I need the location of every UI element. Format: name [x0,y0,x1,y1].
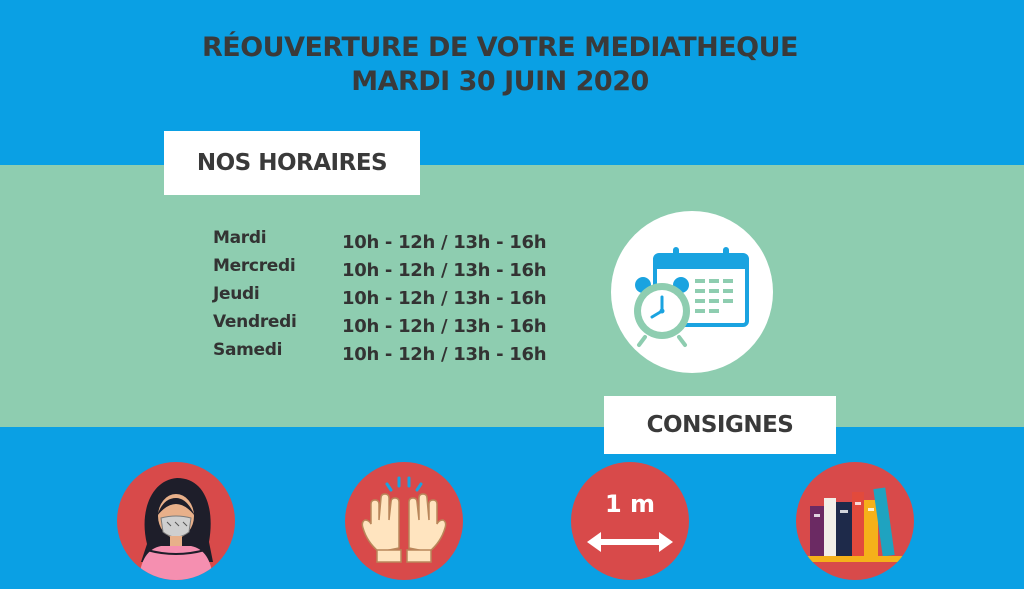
schedule-day: Mardi [213,228,267,248]
distance-label: 1 m [604,490,656,518]
wash-hands-rule [345,462,463,580]
schedule-hours: 10h - 12h / 13h - 16h [342,232,547,253]
books-rule [796,462,914,580]
wash-hands-icon [361,476,447,563]
schedule-hours: 10h - 12h / 13h - 16h [342,288,547,309]
calendar-badge [611,211,773,373]
schedule-row: Mercredi 10h - 12h / 13h - 16h [0,256,1024,284]
schedule-row: Vendredi 10h - 12h / 13h - 16h [0,312,1024,340]
title-line-2: MARDI 30 JUIN 2020 [351,66,649,97]
schedule-hours: 10h - 12h / 13h - 16h [342,344,547,365]
distance-rule: 1 m [571,462,689,580]
schedule-hours: 10h - 12h / 13h - 16h [342,260,547,281]
face-mask-woman-icon [139,478,213,580]
schedule-row: Jeudi 10h - 12h / 13h - 16h [0,284,1024,312]
schedule-day: Samedi [213,340,283,360]
schedule-day: Vendredi [213,312,297,332]
distance-icon [587,532,673,552]
books-icon [806,487,904,562]
mask-rule [117,462,235,580]
schedule-day: Mercredi [213,256,296,276]
schedule-band [0,165,1024,427]
title-line-1: RÉOUVERTURE DE VOTRE MEDIATHEQUE [201,32,799,63]
schedule-hours: 10h - 12h / 13h - 16h [342,316,547,337]
schedule-row: Samedi 10h - 12h / 13h - 16h [0,340,1024,368]
schedule-heading: NOS HORAIRES [164,131,420,195]
schedule-day: Jeudi [213,284,260,304]
calendar-clock-icon [634,247,749,347]
guidelines-heading: CONSIGNES [604,396,836,454]
schedule-row: Mardi 10h - 12h / 13h - 16h [0,228,1024,256]
